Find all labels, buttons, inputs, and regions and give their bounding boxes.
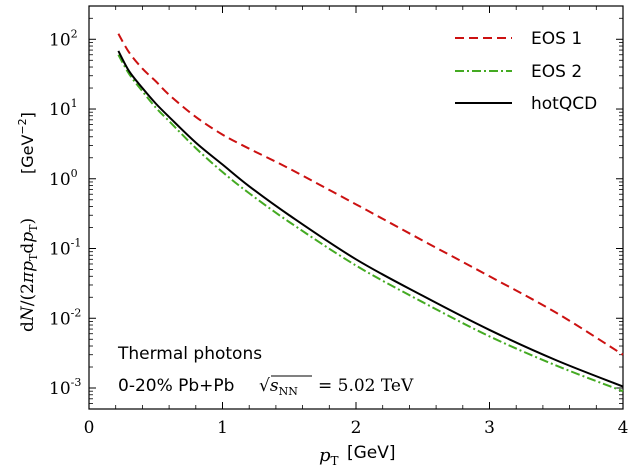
x-tick-label: 0 [84, 418, 95, 438]
x-tick-label: 3 [484, 418, 495, 438]
y-tick-label: 101 [49, 97, 78, 120]
series-layer [117, 33, 624, 393]
series-line-hotqcd [117, 50, 624, 388]
legend-label-eos1: EOS 1 [531, 29, 582, 49]
svg-text:pT: pT [319, 445, 339, 468]
y-tick-label: 10-1 [49, 237, 81, 260]
y-tick-label: 102 [49, 27, 78, 50]
annotation-centrality: 0-20% Pb+Pb [118, 376, 234, 396]
y-axis-label: dN/(2πpTdpT) [GeV−2] [16, 112, 40, 332]
legend: EOS 1 EOS 2 hotQCD [455, 29, 597, 114]
x-tick-label: 1 [217, 418, 228, 438]
x-axis-unit: [GeV] [347, 443, 396, 463]
annotation-energy: = 5.02 TeV [318, 376, 414, 396]
axis-ticks: 0 1 2 3 4 10-3 10-2 10-1 100 101 102 [49, 5, 629, 438]
annotation-collision-info: 0-20% Pb+Pb √sNN = 5.02 TeV [118, 375, 414, 398]
series-line-eos-1 [117, 33, 624, 356]
svg-text:dN/(2πpTdpT): dN/(2πpTdpT) [18, 218, 40, 332]
legend-label-hotqcd: hotQCD [531, 94, 597, 114]
sqrt-snn-label: √sNN [259, 376, 298, 398]
y-tick-label: 10-2 [49, 306, 81, 329]
x-tick-label: 2 [351, 418, 362, 438]
legend-label-eos2: EOS 2 [531, 62, 582, 82]
series-line-eos-2 [117, 54, 624, 393]
y-tick-label: 100 [49, 167, 78, 190]
x-tick-label: 4 [618, 418, 629, 438]
x-axis-label: pT [GeV] [319, 443, 396, 468]
annotation-thermal-photons: Thermal photons [117, 344, 262, 364]
svg-text:[GeV−2]: [GeV−2] [16, 112, 37, 174]
y-tick-label: 10-3 [49, 376, 81, 399]
